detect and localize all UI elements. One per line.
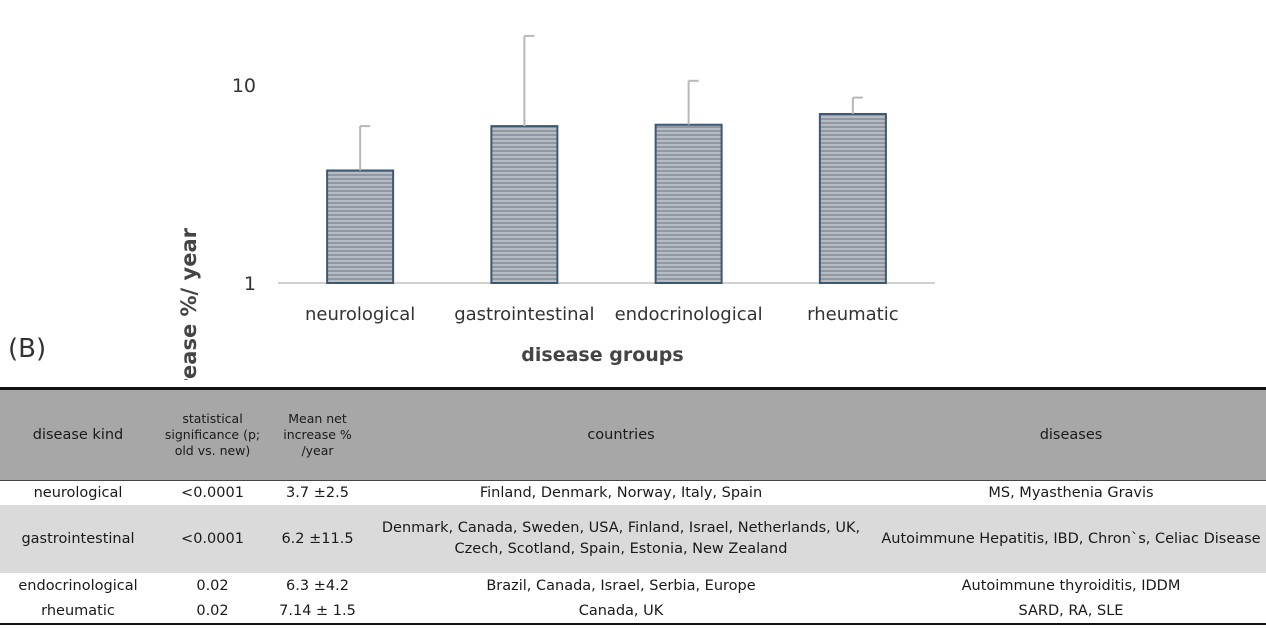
cell-disease-kind: neurological [33, 484, 123, 501]
cell-diseases: SARD, RA, SLE [1018, 602, 1124, 619]
cell-mean-increase: 6.2 ±11.5 [281, 530, 354, 547]
cell-mean-increase: 7.14 ± 1.5 [279, 602, 356, 619]
cell-disease-kind: rheumatic [41, 602, 115, 619]
cell-disease-kind: gastrointestinal [21, 530, 135, 547]
x-tick-label: rheumatic [807, 304, 899, 325]
header-countries: countries [366, 388, 876, 481]
panel-label: (B) [8, 334, 47, 364]
header-significance: statistical significance (p; old vs. new… [156, 388, 269, 481]
cell-mean-increase: 6.3 ±4.2 [286, 577, 349, 594]
cell-countries: Denmark, Canada, Sweden, USA, Finland, I… [381, 520, 861, 557]
x-axis-title: disease groups [521, 344, 683, 366]
table-row: rheumatic 0.02 7.14 ± 1.5 Canada, UK SAR… [0, 599, 1266, 624]
cell-countries: Finland, Denmark, Norway, Italy, Spain [479, 484, 763, 501]
cell-diseases: MS, Myasthenia Gravis [988, 484, 1154, 501]
cell-diseases: Autoimmune Hepatitis, IBD, Chron`s, Celi… [881, 530, 1261, 547]
bar-neurological [326, 169, 395, 285]
cell-disease-kind: endocrinological [18, 577, 138, 594]
x-tick-label: endocrinological [615, 304, 763, 325]
cell-significance: 0.02 [196, 577, 229, 594]
cell-significance: 0.02 [196, 602, 229, 619]
table-row: neurological <0.0001 3.7 ±2.5 Finland, D… [0, 481, 1266, 506]
x-tick-label: neurological [305, 304, 415, 325]
header-mean-increase: Mean net increase % /year [269, 388, 366, 481]
bar-endocrinological [654, 123, 723, 284]
cell-diseases: Autoimmune thyroiditis, IDDM [961, 577, 1181, 594]
cell-significance: <0.0001 [181, 484, 244, 501]
bar-chart: 1 10 neurological gastrointestinal endocrino… [177, 34, 935, 380]
y-tick-label: 10 [232, 75, 256, 97]
y-tick-label: 1 [244, 273, 256, 295]
x-tick-label: gastrointestinal [454, 304, 594, 325]
disease-table: disease kind statistical significance (p… [0, 387, 1266, 625]
label-layer: 1 10 neurological gastrointestinal endocrino… [177, 75, 899, 380]
cell-countries: Brazil, Canada, Israel, Serbia, Europe [486, 577, 756, 594]
table-header-row: disease kind statistical significance (p… [0, 388, 1266, 481]
y-axis-title: net increase %/ year [177, 227, 201, 380]
bar-layer [326, 34, 887, 285]
cell-countries: Canada, UK [578, 602, 664, 619]
header-diseases: diseases [876, 388, 1266, 481]
bar-gastrointestinal [490, 125, 559, 284]
cell-mean-increase: 3.7 ±2.5 [286, 484, 349, 501]
table-row: endocrinological 0.02 6.3 ±4.2 Brazil, C… [0, 573, 1266, 599]
header-disease-kind: disease kind [0, 388, 156, 481]
bar-rheumatic [818, 112, 887, 284]
table-row: gastrointestinal <0.0001 6.2 ±11.5 Denma… [0, 505, 1266, 573]
cell-significance: <0.0001 [181, 530, 244, 547]
